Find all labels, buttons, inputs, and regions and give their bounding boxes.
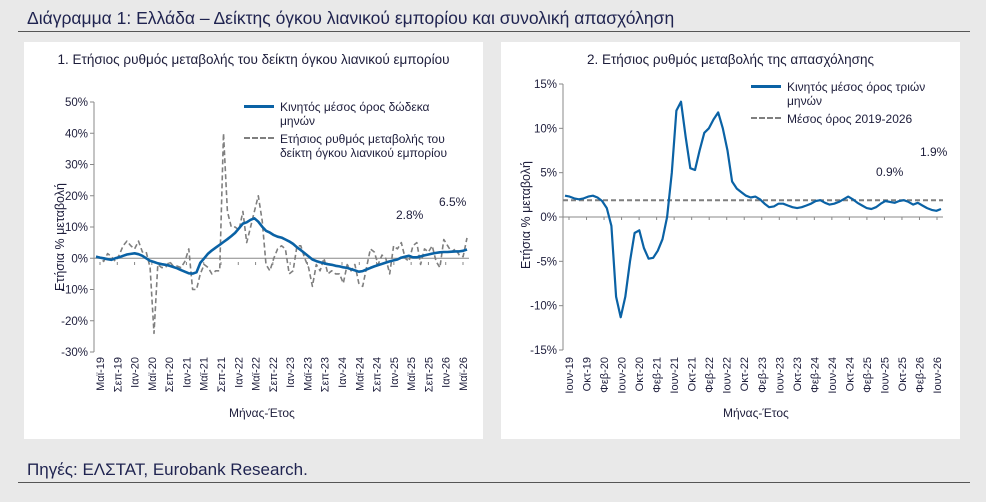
y-tick-label: -30% xyxy=(61,347,88,359)
annotation-annual-rate: 6.5% xyxy=(439,195,467,209)
legend-item-moving-average: Κινητός μέσος όρος δώδεκα μηνών xyxy=(244,100,464,128)
x-tick-label: Φεβ-23 xyxy=(757,357,769,393)
title-rule xyxy=(18,31,970,32)
x-tick-label: Μαϊ-23 xyxy=(302,357,314,391)
employment-x-axis-label: Μήνας-Έτος xyxy=(723,406,789,420)
x-tick-label: Οκτ-22 xyxy=(739,357,751,391)
y-tick-label: 0% xyxy=(540,212,557,224)
x-tick-label: Οκτ-23 xyxy=(792,357,804,391)
x-tick-label: Ιαν-23 xyxy=(285,357,297,388)
x-tick-label: Μαϊ-22 xyxy=(251,357,263,391)
x-tick-label: Ιουν-24 xyxy=(827,357,839,394)
x-tick-label: Ιαν-24 xyxy=(337,357,349,388)
dashed-line-swatch xyxy=(244,132,274,140)
employment-legend: Κινητός μέσος όρος τριών μηνών Μέσος όρο… xyxy=(751,80,941,130)
x-tick-label: Φεβ-24 xyxy=(809,357,821,393)
x-tick-label: Μαϊ-25 xyxy=(406,357,418,391)
x-tick-label: Ιουν-19 xyxy=(564,357,576,394)
y-tick-label: 40% xyxy=(65,128,88,140)
x-tick-label: Ιουν-26 xyxy=(932,357,944,394)
x-tick-label: Ιαν-20 xyxy=(130,357,142,388)
legend-item-annual-rate: Ετήσιος ρυθμός μεταβολής του δείκτη όγκο… xyxy=(244,132,464,160)
legend-label: Μέσος όρος 2019-2026 xyxy=(787,112,913,126)
x-tick-label: Φεβ-22 xyxy=(704,357,716,393)
retail-chart: -30% -20% -10% 0% 10% 20% 30% 40% 50% Μαϊ-19 Σεπ-1… xyxy=(61,97,470,392)
employment-chart-panel: -15% -10% -5% 0% 5% 10% 15% Ιουν-19 Οκτ-19 Φεβ-20… xyxy=(501,42,960,439)
x-tick-label: Οκτ-24 xyxy=(844,357,856,391)
retail-chart-panel: -30% -20% -10% 0% 10% 20% 30% 40% 50% Μαϊ-19 Σεπ-1… xyxy=(24,42,483,439)
x-tick-label: Μαϊ-21 xyxy=(199,357,211,391)
x-tick-label: Οκτ-21 xyxy=(687,357,699,391)
y-tick-label: -5% xyxy=(537,256,557,268)
figure-title: Διάγραμμα 1: Ελλάδα – Δείκτης όγκου λιαν… xyxy=(27,8,675,28)
x-tick-label: Σεπ-19 xyxy=(112,357,124,392)
legend-label: Κινητός μέσος όρος δώδεκα μηνών xyxy=(280,100,430,128)
solid-series-line xyxy=(564,100,942,319)
x-tick-label: Ιουν-21 xyxy=(669,357,681,394)
solid-series-line xyxy=(95,217,468,275)
x-tick-label: Μαϊ-24 xyxy=(354,357,366,391)
annotation-period-average: 1.9% xyxy=(920,145,948,159)
x-tick-label: Οκτ-20 xyxy=(634,357,646,391)
legend-label: Ετήσιος ρυθμός μεταβολής του δείκτη όγκο… xyxy=(280,132,448,160)
retail-x-axis-label: Μήνας-Έτος xyxy=(229,406,295,420)
x-tick-label: Οκτ-19 xyxy=(582,357,594,391)
x-tick-label: Φεβ-20 xyxy=(599,357,611,393)
y-tick-label: 5% xyxy=(540,168,557,180)
x-tick-label: Ιαν-21 xyxy=(181,357,193,388)
x-tick-label: Ιουν-22 xyxy=(722,357,734,394)
x-tick-label: Φεβ-26 xyxy=(914,357,926,393)
employment-chart-title: 2. Ετήσιος ρυθμός μεταβολής της απασχόλη… xyxy=(586,52,875,67)
y-tick-label: 15% xyxy=(534,79,557,91)
legend-label: Κινητός μέσος όρος τριών μηνών xyxy=(787,80,926,108)
x-tick-label: Ιουν-20 xyxy=(617,357,629,394)
x-tick-label: Μαϊ-20 xyxy=(147,357,159,391)
y-tick-label: 50% xyxy=(65,97,88,109)
y-tick-label: 0% xyxy=(71,253,88,265)
annotation-latest-value: 0.9% xyxy=(876,165,904,179)
x-tick-label: Φεβ-25 xyxy=(862,357,874,393)
legend-item-three-month-average: Κινητός μέσος όρος τριών μηνών xyxy=(751,80,941,108)
x-tick-label: Ιαν-22 xyxy=(233,357,245,388)
x-tick-label: Σεπ-20 xyxy=(164,357,176,392)
y-tick-label: 10% xyxy=(534,123,557,135)
x-tick-label: Ιουν-25 xyxy=(879,357,891,394)
dashed-series-line xyxy=(95,132,468,335)
annotation-moving-average: 2.8% xyxy=(396,208,424,222)
y-tick-label: 20% xyxy=(65,191,88,203)
retail-chart-title: 1. Ετήσιος ρυθμός μεταβολής του δείκτη ό… xyxy=(57,52,450,67)
x-tick-label: Οκτ-25 xyxy=(897,357,909,391)
bottom-rule xyxy=(18,482,970,483)
y-tick-label: 30% xyxy=(65,160,88,172)
employment-y-axis-label: Ετήσια % μεταβολή xyxy=(519,161,533,269)
x-tick-label: Μαϊ-26 xyxy=(458,357,470,391)
x-tick-label: Ιαν-25 xyxy=(389,357,401,388)
legend-item-period-average: Μέσος όρος 2019-2026 xyxy=(751,112,941,126)
retail-legend: Κινητός μέσος όρος δώδεκα μηνών Ετήσιος … xyxy=(244,100,464,164)
retail-y-axis-label: Ετήσια % μεταβολή xyxy=(53,183,67,291)
employment-chart: -15% -10% -5% 0% 5% 10% 15% Ιουν-19 Οκτ-19 Φεβ-20… xyxy=(530,79,944,394)
x-tick-label: Ιαν-26 xyxy=(441,357,453,388)
solid-line-swatch xyxy=(244,100,274,108)
x-tick-label: Μαϊ-19 xyxy=(95,357,107,391)
x-tick-label: Σεπ-21 xyxy=(216,357,228,392)
solid-line-swatch xyxy=(751,80,781,88)
y-tick-label: 10% xyxy=(65,222,88,234)
x-tick-label: Φεβ-21 xyxy=(652,357,664,393)
y-tick-label: -20% xyxy=(61,316,88,328)
x-tick-label: Ιουν-23 xyxy=(774,357,786,394)
y-tick-label: -15% xyxy=(530,345,557,357)
x-tick-label: Σεπ-24 xyxy=(372,357,384,392)
y-tick-label: -10% xyxy=(530,301,557,313)
x-tick-label: Σεπ-22 xyxy=(268,357,280,392)
x-tick-label: Σεπ-25 xyxy=(423,357,435,392)
y-tick-label: -10% xyxy=(61,285,88,297)
source-note: Πηγές: ΕΛΣΤΑΤ, Eurobank Research. xyxy=(27,460,308,479)
x-tick-label: Σεπ-23 xyxy=(320,357,332,392)
dashed-line-swatch xyxy=(751,112,781,120)
